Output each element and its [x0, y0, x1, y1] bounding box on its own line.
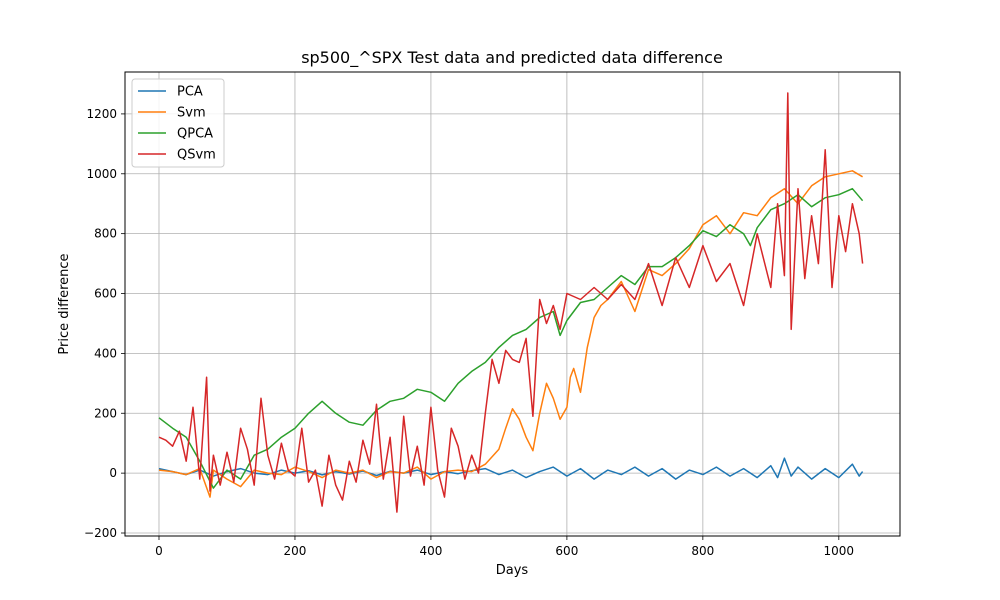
legend: PCA Svm QPCA QSvm [131, 78, 225, 168]
x-tick-label: 800 [691, 544, 714, 558]
y-tick-label: 600 [94, 287, 117, 301]
y-tick-label: 1200 [86, 107, 117, 121]
series-line-qpca [158, 187, 864, 489]
y-tick-label: 800 [94, 227, 117, 241]
series-line-pca [158, 457, 864, 480]
y-axis-label: Price difference [57, 253, 72, 354]
y-tick-label: 1000 [86, 167, 117, 181]
x-tick-label: 200 [284, 544, 307, 558]
legend-box [131, 78, 225, 168]
legend-label-pca: PCA [177, 85, 203, 100]
plot-series [158, 92, 864, 513]
y-tick-label: 0 [109, 466, 117, 480]
x-tick-label: 600 [555, 544, 578, 558]
x-axis-label: Days [496, 563, 529, 578]
legend-label-qpca: QPCA [177, 127, 213, 142]
y-tick-label: −200 [84, 526, 117, 540]
series-line-qsvm [158, 92, 864, 513]
y-axis-ticks: −200 0 200 400 600 800 1000 1200 [84, 107, 125, 540]
plot-frame [124, 71, 901, 537]
x-tick-label: 0 [155, 544, 163, 558]
x-axis-ticks: 0 200 400 600 800 1000 [155, 536, 854, 558]
legend-label-qsvm: QSvm [177, 148, 216, 163]
x-tick-label: 400 [419, 544, 442, 558]
y-tick-label: 400 [94, 346, 117, 360]
chart-title: sp500_^SPX Test data and predicted data … [301, 48, 723, 68]
y-tick-label: 200 [94, 406, 117, 420]
x-tick-label: 1000 [824, 544, 855, 558]
legend-label-svm: Svm [177, 106, 206, 121]
